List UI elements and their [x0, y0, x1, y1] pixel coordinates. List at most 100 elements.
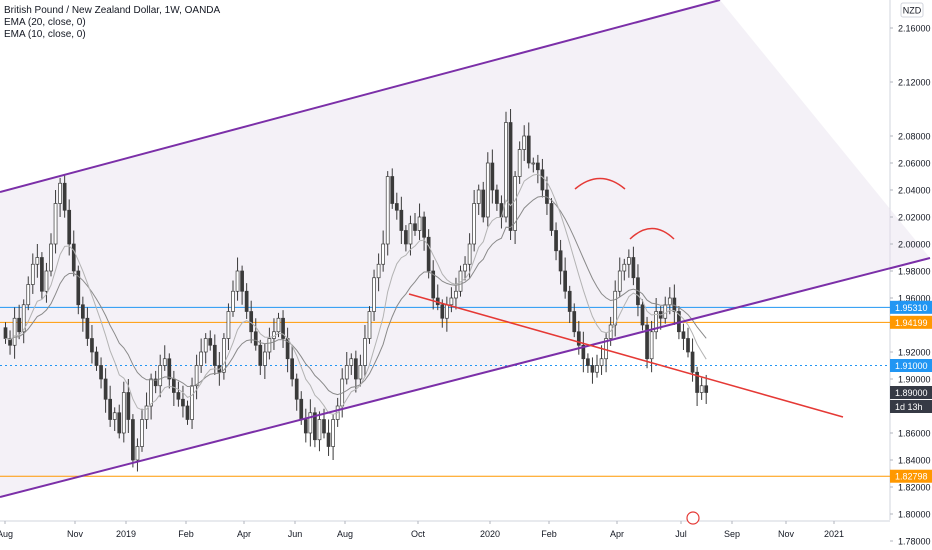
candle-body	[358, 365, 363, 380]
candle-body	[222, 338, 226, 373]
candle-body	[640, 304, 645, 326]
candle-body	[399, 209, 404, 231]
x-tick-label: Nov	[67, 529, 84, 539]
candle-body	[654, 311, 659, 333]
candle-body	[613, 290, 618, 326]
candle-body	[563, 270, 568, 292]
y-tick-label: 1.86000	[898, 429, 931, 439]
candle-body	[567, 290, 572, 312]
candle-body	[199, 351, 203, 366]
candle-body	[531, 162, 536, 165]
candle-body	[372, 277, 376, 312]
x-tick-label: Nov	[778, 529, 795, 539]
red-arc-right	[629, 227, 675, 240]
y-tick-label: 2.04000	[898, 186, 931, 196]
y-tick-label: 1.96000	[898, 294, 931, 304]
candle-body	[135, 446, 140, 461]
candle-body	[490, 162, 495, 191]
candle-body	[303, 419, 308, 434]
candle-body	[294, 378, 299, 400]
candle-body	[149, 378, 153, 407]
x-tick-label: 2020	[480, 529, 500, 539]
x-tick-label: Aug	[337, 529, 353, 539]
x-tick-label: Apr	[237, 529, 251, 539]
candle-body	[231, 290, 235, 312]
price-label-text: 1d 13h	[895, 402, 923, 412]
candle-body	[626, 257, 631, 265]
candle-body	[162, 358, 167, 366]
y-tick-label: 1.82000	[898, 483, 931, 493]
legend-ema-20: EMA (20, close, 0)	[4, 17, 86, 28]
candle-body	[8, 338, 12, 346]
candle-body	[131, 419, 135, 461]
candle-body	[508, 122, 513, 231]
candle-body	[153, 378, 158, 387]
candle-body	[513, 176, 517, 231]
x-tick-label: Feb	[178, 529, 194, 539]
candle-body	[394, 203, 399, 211]
candle-body	[103, 378, 108, 400]
currency-badge	[900, 2, 924, 18]
candle-body	[595, 365, 599, 373]
candle-body	[121, 392, 126, 434]
candle-body	[344, 365, 349, 380]
candle-body	[558, 250, 563, 272]
candle-body	[472, 203, 476, 245]
candle-body	[158, 365, 163, 387]
x-tick-label: 2021	[824, 529, 844, 539]
candle-body	[622, 263, 627, 272]
candle-body	[604, 338, 608, 360]
candle-body	[212, 344, 217, 366]
candle-body	[517, 149, 522, 177]
price-label-text: 1.91000	[895, 361, 928, 371]
x-tick-label: Jul	[675, 529, 687, 539]
candle-body	[299, 398, 304, 420]
price-label-text: 1.94199	[895, 318, 928, 328]
y-tick-label: 1.92000	[898, 348, 931, 358]
candle-body	[322, 419, 326, 434]
candle-body	[240, 270, 244, 292]
candle-body	[363, 338, 367, 366]
candle-body	[58, 182, 62, 204]
price-label-box	[890, 300, 932, 314]
candle-body	[112, 412, 117, 420]
candle-body	[413, 223, 417, 231]
candle-body	[667, 297, 672, 306]
candle-body	[263, 351, 267, 366]
y-tick-label: 2.12000	[898, 78, 931, 88]
candle-body	[167, 358, 172, 380]
candle-body	[194, 365, 199, 387]
y-tick-label: 1.78000	[898, 537, 931, 547]
candle-body	[258, 344, 263, 366]
y-tick-label: 1.84000	[898, 456, 931, 466]
candle-body	[21, 304, 26, 333]
chart-legend: British Pound / New Zealand Dollar, 1W, …	[4, 5, 220, 41]
candle-body	[426, 236, 431, 272]
candle-body	[381, 243, 385, 265]
channel-upper-line	[0, 0, 721, 193]
candle-body	[617, 270, 622, 292]
x-tick-label: Sep	[724, 529, 740, 539]
candle-body	[203, 338, 208, 353]
candle-body	[126, 392, 131, 420]
candle-body	[540, 169, 545, 191]
candle-body	[699, 385, 704, 393]
candle-body	[12, 317, 17, 346]
candle-body	[44, 270, 49, 292]
candle-body	[572, 311, 577, 333]
candle-body	[35, 257, 40, 265]
ema-20-line	[5, 195, 707, 396]
candle-body	[590, 365, 595, 373]
candle-body	[686, 338, 690, 353]
candle-body	[67, 209, 72, 245]
candle-body	[390, 176, 395, 204]
chart-title: British Pound / New Zealand Dollar, 1W, …	[4, 5, 221, 16]
candle-body	[522, 135, 527, 150]
y-tick-label: 2.00000	[898, 240, 931, 250]
candle-body	[80, 304, 85, 319]
candle-body	[267, 338, 272, 353]
candle-body	[30, 263, 35, 285]
candle-body	[181, 398, 185, 407]
